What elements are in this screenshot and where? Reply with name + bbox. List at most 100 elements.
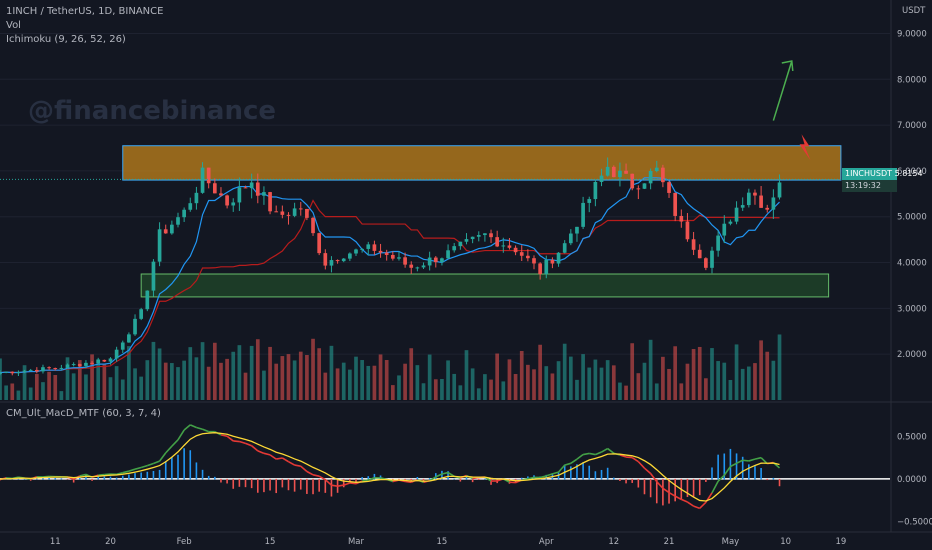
candle-body xyxy=(366,244,371,249)
volume-bar xyxy=(0,358,2,400)
macd-histogram-bar xyxy=(471,478,474,483)
volume-bar xyxy=(286,354,291,400)
candle-body xyxy=(691,239,696,250)
symbol-title[interactable]: 1INCH / TetherUS, 1D, BINANCE xyxy=(6,6,164,17)
volume-bar xyxy=(464,350,469,400)
macd-line-segment xyxy=(435,473,443,478)
macd-histogram-bar xyxy=(48,477,50,480)
macd-line-segment xyxy=(649,473,658,483)
candle-body xyxy=(378,250,383,253)
macd-signal-line xyxy=(0,432,780,502)
candle-body xyxy=(501,245,506,247)
candle-body xyxy=(372,244,377,251)
macd-histogram-bar xyxy=(477,478,480,481)
macd-line-segment xyxy=(220,434,228,438)
volume-bar xyxy=(255,339,260,400)
candle-body xyxy=(452,246,457,251)
candle-body xyxy=(176,217,180,225)
macd-histogram-bar xyxy=(416,476,419,480)
macd-histogram-bar xyxy=(692,478,695,498)
macd-line-segment xyxy=(189,424,197,429)
volume-bar xyxy=(243,372,248,400)
volume-bar xyxy=(636,373,641,400)
macd-line-segment xyxy=(98,473,105,476)
macd-line-segment xyxy=(306,470,314,476)
volume-bar xyxy=(507,359,512,400)
volume-bar xyxy=(341,362,346,400)
macd-line-segment xyxy=(552,471,559,475)
candle-body xyxy=(262,192,266,196)
candle-body xyxy=(513,247,518,253)
volume-bar xyxy=(151,341,156,400)
volume-bar xyxy=(348,369,352,400)
price-tick-label: 4.0000 xyxy=(897,259,927,269)
candle-body xyxy=(568,233,573,244)
macd-indicator-label[interactable]: CM_Ult_MacD_MTF (60, 3, 7, 4) xyxy=(6,408,161,419)
macd-line-segment xyxy=(226,435,234,442)
time-tick-label: 15 xyxy=(265,537,276,547)
volume-bar xyxy=(421,383,426,400)
candle-body xyxy=(587,199,592,203)
candle-body xyxy=(464,239,469,242)
macd-histogram-bar xyxy=(361,477,363,480)
macd-histogram-bar xyxy=(263,478,265,493)
candle-body xyxy=(133,318,137,335)
volume-bar xyxy=(366,365,371,400)
volume-bar xyxy=(704,378,708,400)
ichimoku-indicator-label[interactable]: Ichimoku (9, 26, 52, 26) xyxy=(6,34,126,45)
candle-body xyxy=(34,369,39,372)
volume-bar xyxy=(311,338,315,400)
macd-line-segment xyxy=(625,456,633,459)
candle-body xyxy=(360,248,364,250)
candle-body xyxy=(274,211,279,213)
macd-line-segment xyxy=(233,440,240,443)
time-tick-label: May xyxy=(722,537,740,547)
macd-line-segment xyxy=(122,470,130,474)
macd-line-segment xyxy=(263,452,271,456)
volume-bar xyxy=(397,375,401,400)
target-arrow-head xyxy=(781,60,794,72)
macd-histogram-bar xyxy=(250,478,253,489)
volume-bar xyxy=(746,366,751,400)
volume-bar xyxy=(476,388,481,400)
candle-body xyxy=(605,166,610,176)
macd-histogram-bar xyxy=(441,470,443,480)
macd-line-segment xyxy=(730,462,737,468)
macd-histogram-bar xyxy=(220,478,222,483)
candle-body xyxy=(28,369,33,371)
candle-body xyxy=(139,309,144,319)
volume-bar xyxy=(157,348,162,400)
candle-body xyxy=(458,241,463,247)
volume-bar xyxy=(127,346,131,400)
volume-bar xyxy=(599,367,604,400)
macd-histogram-bar xyxy=(349,478,351,482)
macd-line-segment xyxy=(134,466,142,470)
candle-body xyxy=(415,267,420,269)
macd-line-segment xyxy=(281,457,289,463)
volume-bar xyxy=(133,368,137,400)
macd-line-segment xyxy=(564,462,572,466)
macd-histogram-bar xyxy=(373,473,376,480)
macd-histogram-bar xyxy=(171,457,173,480)
candle-body xyxy=(163,229,168,234)
macd-histogram-bar xyxy=(459,478,462,482)
macd-line-segment xyxy=(637,461,646,469)
volume-bar xyxy=(538,344,542,400)
macd-line-segment xyxy=(662,487,670,494)
candle-body xyxy=(41,367,45,372)
volume-bar xyxy=(292,360,297,400)
vol-indicator-label[interactable]: Vol xyxy=(6,20,21,31)
volume-bar xyxy=(237,345,242,400)
macd-histogram-bar xyxy=(60,478,63,480)
macd-histogram-bar xyxy=(619,478,621,481)
macd-histogram-bar xyxy=(545,474,548,480)
macd-line-segment xyxy=(183,424,191,431)
volume-bar xyxy=(722,362,727,400)
candle-body xyxy=(710,250,714,268)
candle-body xyxy=(759,195,763,208)
macd-histogram-bar xyxy=(453,478,456,480)
candle-body xyxy=(697,249,702,259)
volume-bar xyxy=(176,367,180,400)
candle-body xyxy=(127,334,131,343)
